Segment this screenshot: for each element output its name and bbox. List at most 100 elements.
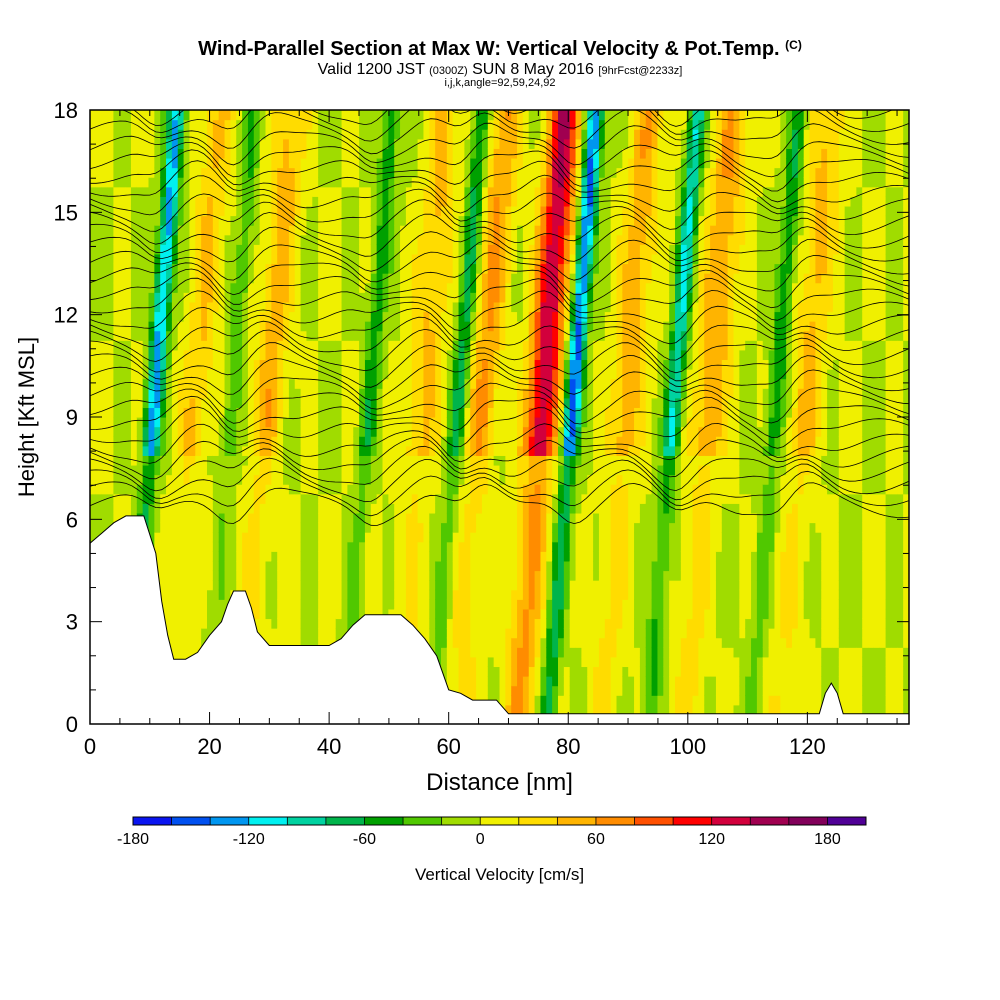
velocity-cell	[306, 532, 313, 543]
velocity-cell	[400, 330, 407, 341]
velocity-cell	[423, 301, 430, 313]
velocity-cell	[347, 186, 354, 197]
velocity-cell	[318, 311, 325, 322]
velocity-cell	[417, 359, 425, 370]
velocity-cell	[247, 522, 255, 533]
velocity-cell	[522, 618, 530, 629]
velocity-cell	[481, 330, 489, 341]
velocity-cell	[481, 512, 489, 524]
velocity-cell	[405, 474, 413, 485]
velocity-cell	[505, 532, 512, 543]
velocity-cell	[394, 388, 401, 399]
velocity-cell	[312, 426, 319, 437]
velocity-cell	[528, 110, 536, 121]
velocity-cell	[294, 225, 302, 236]
velocity-cell	[341, 455, 348, 466]
velocity-cell	[177, 330, 185, 341]
velocity-cell	[481, 263, 489, 274]
velocity-cell	[517, 522, 524, 533]
velocity-cell	[283, 503, 290, 514]
velocity-cell	[429, 445, 436, 456]
velocity-cell	[283, 628, 290, 639]
velocity-cell	[429, 167, 436, 178]
velocity-cell	[183, 282, 191, 293]
velocity-cell	[324, 119, 331, 130]
velocity-cell	[201, 541, 208, 552]
velocity-cell	[212, 570, 220, 581]
velocity-cell	[294, 551, 302, 562]
velocity-cell	[183, 541, 191, 552]
velocity-cell	[458, 167, 465, 178]
velocity-cell	[347, 560, 354, 572]
velocity-cell	[517, 234, 524, 245]
velocity-cell	[95, 196, 103, 207]
velocity-cell	[370, 570, 378, 581]
velocity-cell	[370, 119, 378, 130]
velocity-cell	[265, 493, 272, 504]
velocity-cell	[522, 129, 530, 140]
velocity-cell	[271, 599, 278, 610]
velocity-cell	[517, 215, 524, 226]
velocity-cell	[312, 321, 319, 332]
velocity-cell	[312, 273, 319, 284]
velocity-cell	[464, 618, 471, 629]
velocity-cell	[394, 311, 401, 322]
velocity-cell	[370, 321, 378, 332]
velocity-cell	[283, 196, 290, 207]
velocity-cell	[400, 359, 407, 370]
velocity-cell	[364, 215, 372, 226]
velocity-cell	[511, 205, 518, 217]
velocity-cell	[511, 110, 518, 121]
velocity-cell	[481, 647, 489, 658]
velocity-cell	[359, 551, 366, 562]
velocity-cell	[423, 244, 430, 255]
velocity-cell	[493, 493, 501, 504]
velocity-cell	[324, 273, 331, 284]
velocity-cell	[113, 157, 120, 169]
velocity-cell	[481, 599, 489, 610]
velocity-cell	[441, 599, 448, 610]
velocity-cell	[429, 417, 436, 428]
velocity-cell	[242, 234, 249, 245]
velocity-cell	[335, 205, 343, 217]
velocity-cell	[534, 647, 542, 658]
velocity-cell	[224, 359, 231, 370]
velocity-cell	[265, 445, 272, 456]
velocity-cell	[522, 397, 530, 408]
velocity-cell	[499, 157, 506, 169]
velocity-cell	[522, 599, 530, 610]
velocity-cell	[113, 234, 120, 245]
velocity-cell	[522, 560, 530, 572]
velocity-cell	[446, 436, 454, 447]
velocity-cell	[405, 311, 413, 322]
velocity-cell	[528, 560, 536, 572]
velocity-cell	[417, 541, 425, 552]
velocity-cell	[277, 551, 284, 562]
velocity-cell	[446, 522, 454, 533]
velocity-cell	[405, 522, 413, 533]
velocity-cell	[446, 656, 454, 668]
velocity-cell	[376, 407, 384, 418]
velocity-cell	[171, 349, 179, 361]
velocity-cell	[201, 311, 208, 322]
velocity-cell	[441, 522, 448, 533]
velocity-cell	[160, 215, 167, 226]
velocity-cell	[236, 484, 243, 495]
velocity-cell	[154, 167, 161, 178]
velocity-cell	[481, 436, 489, 447]
velocity-cell	[324, 560, 331, 572]
velocity-cell	[253, 282, 261, 293]
velocity-cell	[306, 253, 313, 265]
velocity-cell	[154, 177, 161, 188]
velocity-cell	[148, 263, 155, 274]
velocity-cell	[353, 330, 360, 341]
velocity-cell	[359, 349, 366, 361]
velocity-cell	[511, 464, 518, 476]
velocity-cell	[446, 273, 454, 284]
velocity-cell	[499, 369, 506, 380]
velocity-cell	[394, 234, 401, 245]
velocity-cell	[259, 522, 267, 533]
velocity-cell	[522, 551, 530, 562]
velocity-cell	[405, 455, 413, 466]
velocity-cell	[189, 138, 196, 149]
